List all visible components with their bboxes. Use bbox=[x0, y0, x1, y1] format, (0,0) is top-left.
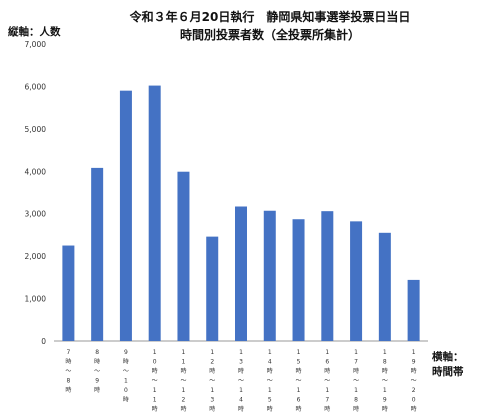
y-tick-label: 7,000 bbox=[25, 40, 47, 49]
bar bbox=[119, 90, 132, 342]
bar bbox=[263, 210, 276, 341]
bar bbox=[235, 206, 247, 341]
bar bbox=[177, 171, 190, 341]
x-tick-label: 8 時〜 9 時 bbox=[94, 349, 100, 394]
y-tick-label: 5,000 bbox=[25, 125, 47, 134]
x-tick-label: 1 4 時〜 1 5 時 bbox=[267, 349, 273, 413]
bar bbox=[321, 211, 334, 341]
y-tick-label: 4,000 bbox=[25, 167, 47, 176]
bar bbox=[407, 279, 420, 341]
x-tick-label: 7 時〜 8 時 bbox=[65, 349, 71, 394]
y-axis-title: 縦軸：人数 bbox=[8, 26, 61, 38]
x-tick-label: 1 1 時〜 1 2 時 bbox=[180, 349, 186, 413]
y-tick-label: 2,000 bbox=[25, 252, 47, 261]
x-tick-label: 1 7 時〜 1 8 時 bbox=[353, 349, 359, 413]
y-tick-label: 3,000 bbox=[25, 210, 47, 219]
y-tick-label: 0 bbox=[41, 337, 46, 346]
x-tick-label: 1 5 時〜 1 6 時 bbox=[296, 349, 302, 413]
y-tick-label: 6,000 bbox=[25, 82, 47, 91]
x-tick-label: 1 6 時〜 1 7 時 bbox=[324, 349, 330, 413]
x-tick-label: 1 3 時〜 1 4 時 bbox=[238, 349, 244, 413]
bar bbox=[378, 232, 391, 341]
bar bbox=[206, 236, 219, 341]
x-tick-label: 1 9 時〜 2 0 時 bbox=[411, 349, 417, 413]
chart-subtitle: 時間別投票者数（全投票所集計） bbox=[179, 28, 360, 42]
bar bbox=[292, 219, 305, 341]
bar bbox=[148, 85, 161, 341]
x-tick-label: 1 0 時〜 1 1 時 bbox=[152, 349, 158, 413]
bar bbox=[62, 245, 75, 341]
x-tick-label: 1 2 時〜 1 3 時 bbox=[209, 349, 215, 413]
x-tick-label: 9 時〜 1 0 時 bbox=[123, 349, 129, 404]
bar bbox=[350, 221, 363, 341]
x-axis-title: 横軸： 時間帯 bbox=[432, 351, 464, 378]
bar bbox=[91, 167, 104, 341]
y-tick-label: 1,000 bbox=[25, 295, 47, 304]
x-tick-label: 1 8 時〜 1 9 時 bbox=[382, 349, 388, 413]
chart-title: 令和３年６月20日執行 静岡県知事選挙投票日当日 bbox=[129, 10, 411, 24]
